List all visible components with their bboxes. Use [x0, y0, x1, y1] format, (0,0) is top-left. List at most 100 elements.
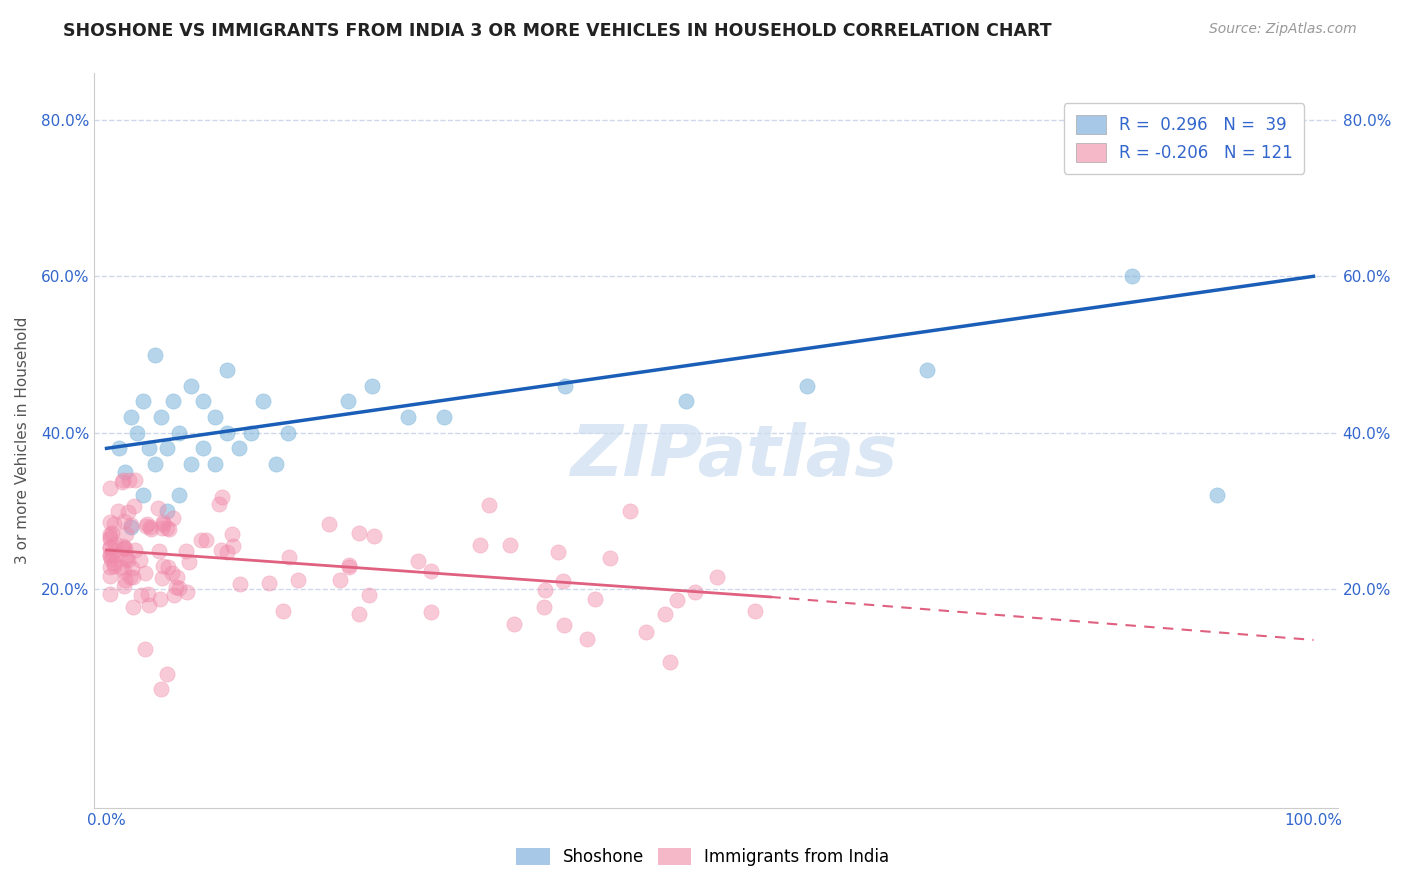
- Point: [98, 549, 121, 563]
- Legend: Shoshone, Immigrants from India: Shoshone, Immigrants from India: [510, 841, 896, 873]
- Point: [180, 378, 202, 392]
- Point: [420, 606, 443, 620]
- Point: [222, 539, 245, 553]
- Point: [103, 559, 125, 574]
- Point: [215, 545, 238, 559]
- Point: [176, 585, 198, 599]
- Point: [152, 515, 174, 529]
- Point: [191, 442, 214, 456]
- Point: [118, 473, 141, 487]
- Point: [98, 515, 121, 529]
- Point: [917, 363, 939, 377]
- Point: [134, 641, 156, 656]
- Point: [229, 577, 252, 591]
- Point: [98, 533, 121, 547]
- Point: [478, 498, 501, 512]
- Point: [98, 530, 121, 544]
- Point: [575, 632, 598, 646]
- Y-axis label: 3 or more Vehicles in Household: 3 or more Vehicles in Household: [15, 317, 30, 565]
- Point: [337, 558, 360, 572]
- Point: [121, 570, 143, 584]
- Point: [107, 442, 129, 456]
- Point: [107, 504, 129, 518]
- Point: [204, 410, 226, 425]
- Point: [156, 666, 179, 681]
- Point: [318, 517, 340, 532]
- Point: [111, 473, 134, 487]
- Point: [112, 564, 135, 578]
- Point: [665, 592, 688, 607]
- Point: [112, 514, 135, 528]
- Point: [257, 576, 280, 591]
- Point: [156, 560, 179, 574]
- Point: [135, 518, 157, 533]
- Point: [103, 517, 125, 532]
- Point: [347, 525, 370, 540]
- Point: [114, 552, 136, 566]
- Point: [177, 555, 200, 569]
- Point: [98, 481, 121, 495]
- Point: [114, 541, 136, 555]
- Point: [396, 410, 419, 425]
- Point: [706, 570, 728, 584]
- Point: [112, 541, 135, 555]
- Point: [129, 553, 152, 567]
- Point: [167, 488, 190, 502]
- Point: [134, 566, 156, 581]
- Point: [357, 588, 380, 602]
- Point: [143, 347, 166, 361]
- Point: [150, 521, 173, 535]
- Text: Source: ZipAtlas.com: Source: ZipAtlas.com: [1209, 22, 1357, 37]
- Point: [599, 551, 621, 566]
- Point: [114, 573, 136, 587]
- Point: [132, 394, 155, 409]
- Point: [132, 488, 155, 502]
- Point: [110, 475, 132, 489]
- Point: [336, 394, 359, 409]
- Point: [361, 378, 384, 392]
- Text: SHOSHONE VS IMMIGRANTS FROM INDIA 3 OR MORE VEHICLES IN HOUSEHOLD CORRELATION CH: SHOSHONE VS IMMIGRANTS FROM INDIA 3 OR M…: [63, 22, 1052, 40]
- Point: [211, 491, 233, 505]
- Point: [174, 544, 197, 558]
- Point: [114, 465, 136, 479]
- Point: [150, 571, 173, 585]
- Point: [277, 425, 299, 440]
- Point: [468, 538, 491, 552]
- Point: [499, 538, 522, 552]
- Point: [634, 625, 657, 640]
- Point: [191, 394, 214, 409]
- Point: [744, 604, 766, 618]
- Point: [554, 378, 576, 392]
- Point: [138, 442, 160, 456]
- Point: [98, 540, 121, 554]
- Point: [156, 442, 179, 456]
- Point: [149, 592, 172, 607]
- Point: [139, 520, 162, 534]
- Point: [273, 604, 295, 618]
- Point: [120, 518, 142, 533]
- Point: [150, 681, 173, 696]
- Point: [683, 584, 706, 599]
- Point: [228, 442, 250, 456]
- Point: [165, 580, 187, 594]
- Point: [157, 522, 180, 536]
- Point: [534, 582, 557, 597]
- Point: [328, 573, 350, 587]
- Point: [420, 564, 443, 578]
- Point: [166, 570, 188, 584]
- Point: [149, 410, 172, 425]
- Point: [111, 541, 134, 556]
- Point: [131, 588, 153, 602]
- Point: [115, 549, 138, 563]
- Point: [363, 529, 385, 543]
- Point: [209, 543, 232, 558]
- Point: [122, 500, 145, 514]
- Point: [349, 607, 371, 621]
- Point: [98, 587, 121, 601]
- Point: [104, 536, 127, 550]
- Point: [162, 510, 184, 524]
- Point: [278, 549, 301, 564]
- Point: [162, 566, 184, 581]
- Point: [252, 394, 274, 409]
- Point: [152, 517, 174, 532]
